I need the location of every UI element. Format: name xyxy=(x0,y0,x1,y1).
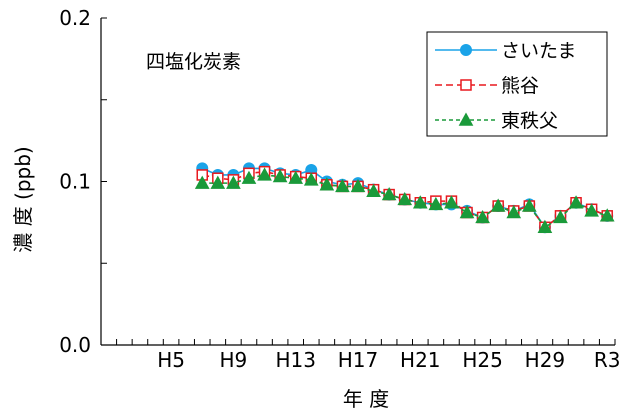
x-tick-label: H21 xyxy=(400,348,441,372)
data-point xyxy=(397,191,413,206)
data-point xyxy=(210,175,226,189)
legend-marker xyxy=(460,79,472,91)
data-point xyxy=(226,175,241,189)
legend: さいたま 熊谷 東秩父 xyxy=(426,31,608,137)
data-point xyxy=(444,195,459,209)
x-tick-label: R3 xyxy=(594,348,621,372)
data-point xyxy=(459,205,475,219)
x-tick-labels: H5 H9 H13 H17 H21 H25 H29 R3 xyxy=(157,348,620,372)
data-point xyxy=(537,219,553,233)
data-point xyxy=(553,209,568,224)
data-point xyxy=(335,178,350,193)
data-point xyxy=(194,175,210,189)
series-2 xyxy=(194,167,615,233)
data-point xyxy=(521,198,537,212)
data-point xyxy=(381,187,397,201)
data-point xyxy=(272,169,288,183)
x-tick-label: H25 xyxy=(462,348,503,372)
legend-label: 熊谷 xyxy=(501,75,539,97)
legend-label: さいたま xyxy=(501,40,576,62)
y-tick-label: 0.0 xyxy=(59,333,91,357)
data-point xyxy=(584,203,599,217)
data-point xyxy=(241,170,257,184)
series-layer xyxy=(194,162,615,234)
data-point xyxy=(599,208,615,222)
x-tick-label: H17 xyxy=(338,348,379,372)
legend-marker xyxy=(458,112,474,126)
chart-title: 四塩化炭素 xyxy=(146,51,241,73)
data-point xyxy=(506,205,522,219)
data-point xyxy=(412,195,428,209)
y-tick-label: 0.1 xyxy=(59,170,91,194)
data-point xyxy=(366,183,381,198)
legend-label: 東秩父 xyxy=(501,110,558,132)
data-point xyxy=(319,177,335,191)
legend-marker xyxy=(460,44,472,56)
x-axis-title: 年 度 xyxy=(343,387,389,411)
legend-sample-kumagaya xyxy=(435,79,497,91)
y-tick-label: 0.2 xyxy=(59,6,91,30)
data-point xyxy=(350,178,366,193)
x-tick-label: H9 xyxy=(220,348,248,372)
y-axis-title: 濃 度 (ppb) xyxy=(11,146,35,252)
legend-sample-saitama xyxy=(435,44,497,56)
data-point xyxy=(475,209,490,224)
data-point xyxy=(257,167,272,181)
x-tick-label: H13 xyxy=(275,348,316,372)
x-tick-label: H5 xyxy=(157,348,185,372)
ticks xyxy=(100,17,616,346)
data-point xyxy=(428,196,444,211)
x-tick-label: H29 xyxy=(525,348,566,372)
data-point xyxy=(568,195,584,209)
data-point xyxy=(303,172,319,186)
legend-sample-higashichichibu xyxy=(435,112,497,126)
data-point xyxy=(490,198,506,212)
y-tick-labels: 0.0 0.1 0.2 xyxy=(59,6,91,357)
data-point xyxy=(288,170,304,184)
